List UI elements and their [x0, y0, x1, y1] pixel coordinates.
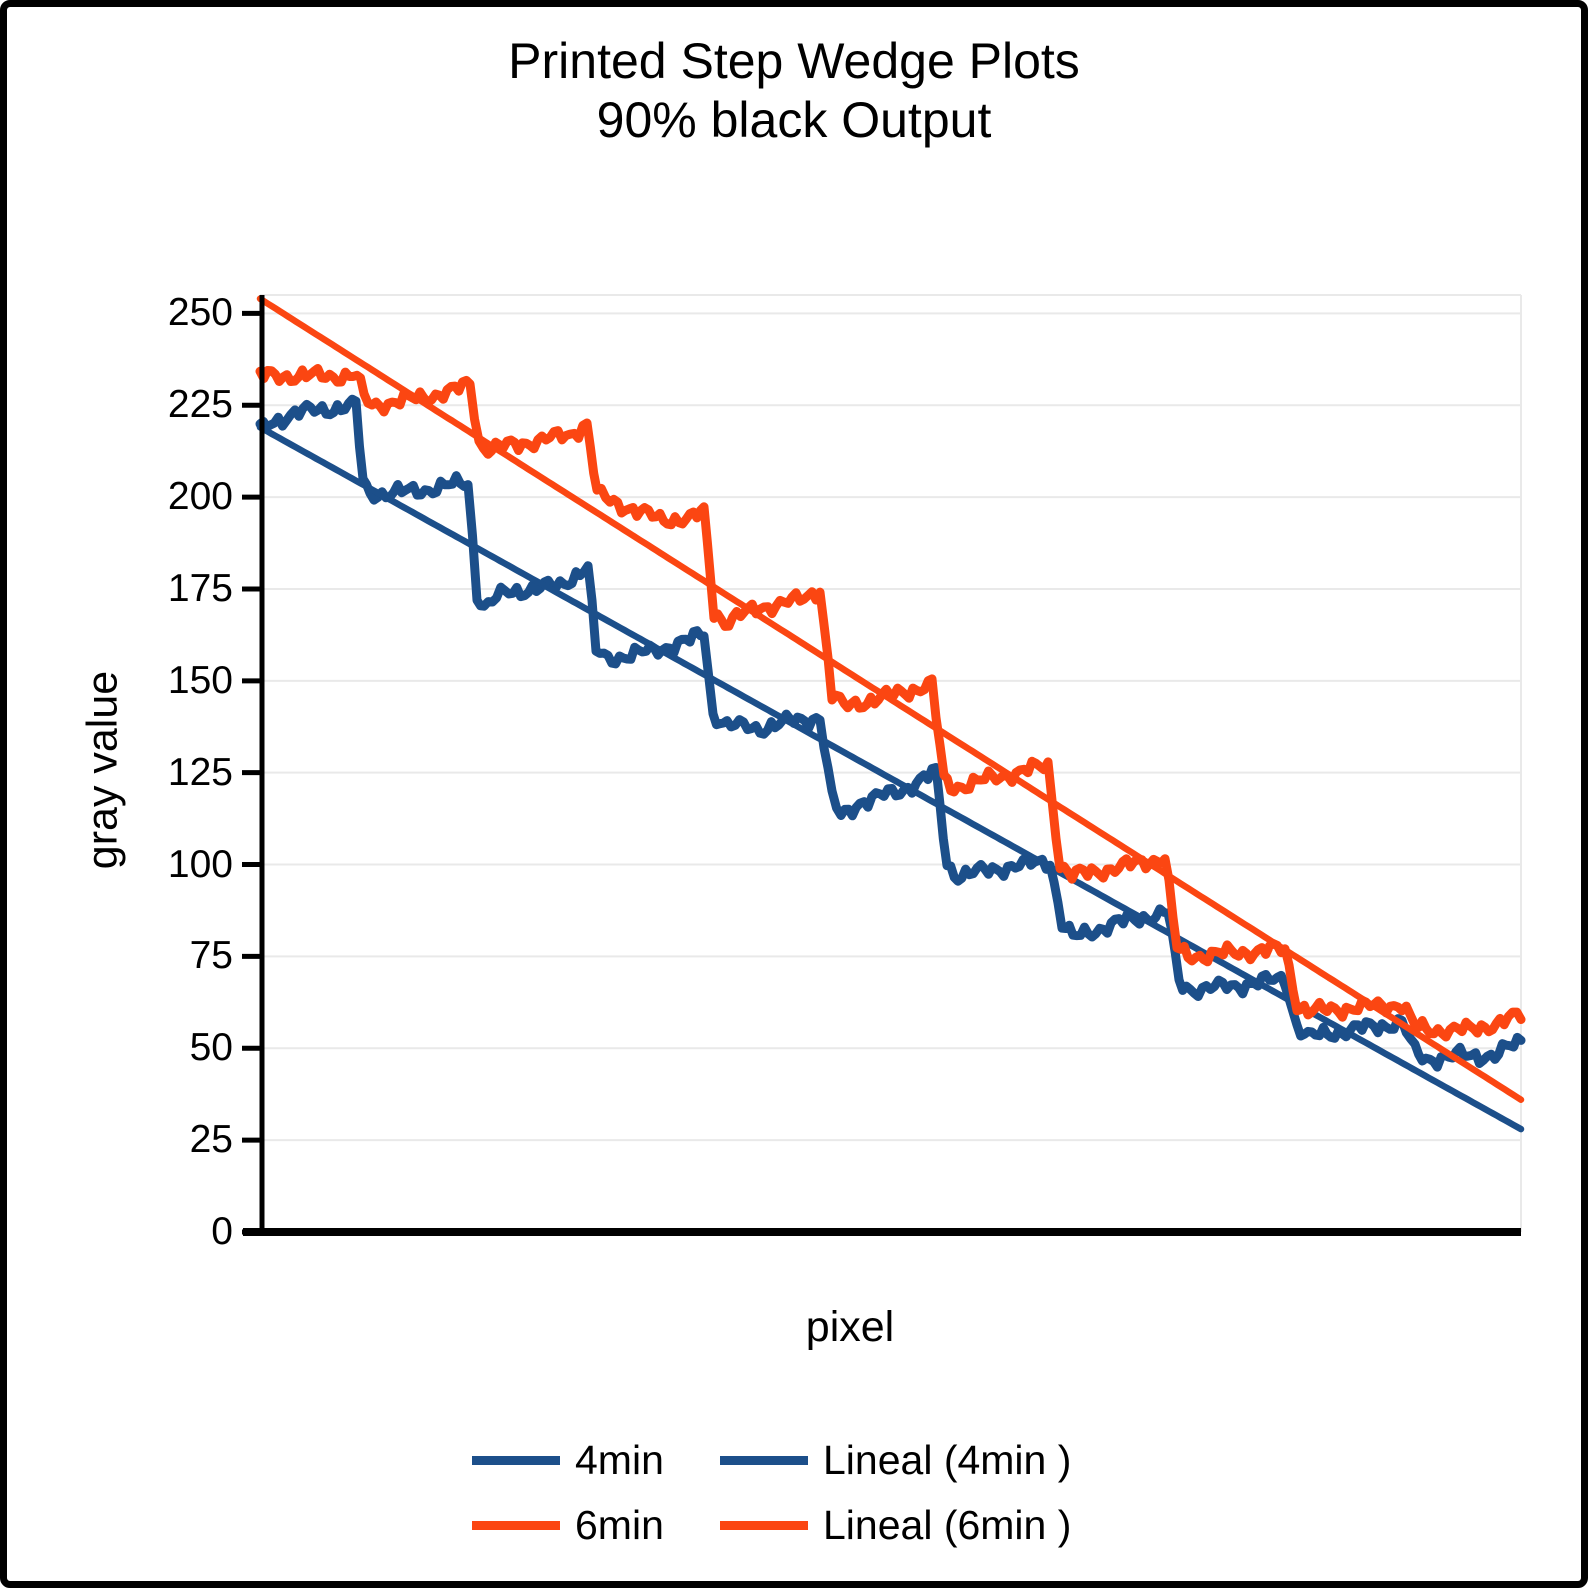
- chart-title-line2: 90% black Output: [596, 92, 992, 148]
- legend-swatch-4min: [472, 1455, 560, 1465]
- legend-label-lineal-4min: Lineal (4min ): [823, 1436, 1072, 1483]
- series-line-6min: [255, 364, 1526, 1042]
- y-tick-label-225: 225: [167, 383, 233, 427]
- legend-label-lineal-6min: Lineal (6min ): [823, 1501, 1072, 1548]
- y-tick-label-100: 100: [167, 842, 233, 886]
- legend-item-lineal-6min: Lineal (6min ): [720, 1501, 1071, 1549]
- chart-title: Printed Step Wedge Plots 90% black Outpu…: [0, 32, 1588, 150]
- series-line-lineal-6min-: [256, 295, 1525, 1103]
- series-line-4min: [255, 394, 1526, 1072]
- legend-swatch-lineal-6min: [720, 1520, 808, 1530]
- y-tick-label-25: 25: [189, 1118, 233, 1162]
- series-line-lineal-4min-: [256, 424, 1525, 1133]
- x-axis-title: pixel: [805, 1303, 895, 1351]
- y-tick-label-50: 50: [189, 1026, 233, 1070]
- legend-item-lineal-4min: Lineal (4min ): [720, 1436, 1071, 1484]
- y-tick-label-125: 125: [167, 750, 233, 794]
- y-tick-label-150: 150: [167, 658, 233, 702]
- legend-label-4min: 4min: [575, 1436, 664, 1483]
- y-tick-label-175: 175: [167, 566, 233, 610]
- chart-title-line1: Printed Step Wedge Plots: [508, 33, 1080, 89]
- legend-swatch-lineal-4min: [720, 1455, 808, 1465]
- legend-item-6min: 6min: [472, 1501, 664, 1549]
- y-tick-label-200: 200: [167, 475, 233, 519]
- legend-label-6min: 6min: [575, 1501, 664, 1548]
- y-axis-title: gray value: [78, 670, 127, 870]
- legend-item-4min: 4min: [472, 1436, 664, 1484]
- y-tick-label-250: 250: [167, 291, 233, 335]
- y-tick-label-75: 75: [189, 934, 233, 978]
- legend-swatch-6min: [472, 1520, 560, 1530]
- y-tick-label-0: 0: [211, 1210, 233, 1253]
